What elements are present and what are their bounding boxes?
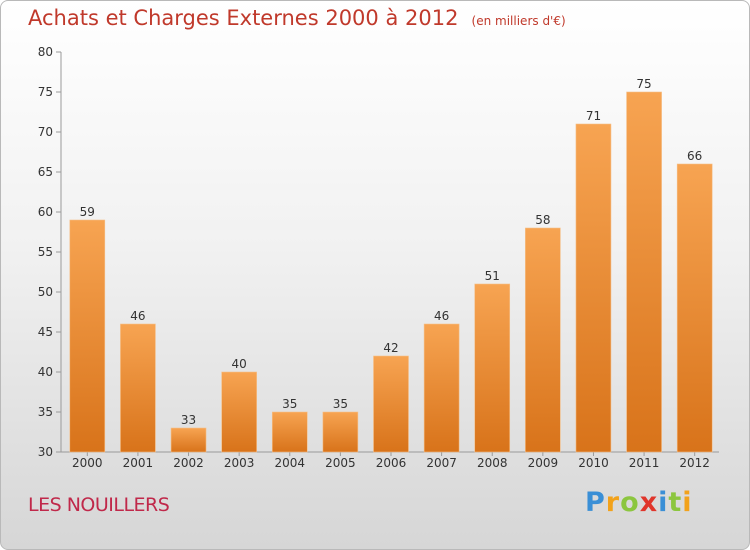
bar-2005 [322,411,359,453]
x-tick-label: 2006 [376,456,407,470]
y-tick-label: 70 [38,125,53,139]
y-tick-label: 55 [38,245,53,259]
bar-2003 [221,371,257,453]
chart-title: Achats et Charges Externes 2000 à 2012 [28,6,459,30]
data-label: 71 [586,109,601,123]
data-label: 42 [383,341,398,355]
brand-letter: i [658,487,669,518]
x-tick-label: 2000 [72,456,103,470]
x-tick-label: 2004 [274,456,305,470]
data-label: 66 [687,149,702,163]
y-tick-label: 40 [38,365,53,379]
bar-2011 [626,91,662,453]
data-label: 58 [535,213,550,227]
y-tick-label: 60 [38,205,53,219]
x-tick-label: 2003 [224,456,255,470]
bar-2000 [69,219,106,453]
y-tick-label: 75 [38,85,53,99]
data-label: 51 [485,269,500,283]
y-tick-label: 80 [38,45,53,59]
data-label: 46 [434,309,449,323]
brand-letter: o [620,487,640,518]
data-label: 46 [130,309,145,323]
x-tick-label: 2008 [477,456,508,470]
chart-subtitle: (en milliers d'€) [471,14,566,28]
data-label: 40 [232,357,247,371]
x-tick-label: 2001 [123,456,154,470]
bar-2010 [575,123,612,453]
x-tick-label: 2007 [426,456,457,470]
data-label: 35 [333,397,348,411]
bar-2009 [525,227,561,453]
x-tick-label: 2012 [679,456,710,470]
x-tick-label: 2002 [173,456,204,470]
title-row: Achats et Charges Externes 2000 à 2012 (… [28,6,566,30]
y-tick-label: 65 [38,165,53,179]
x-tick-label: 2005 [325,456,356,470]
y-tick-label: 35 [38,405,53,419]
y-tick-label: 45 [38,325,53,339]
brand-letter: P [585,487,606,518]
brand-letter: r [605,487,621,518]
data-label: 35 [282,397,297,411]
data-label: 33 [181,413,196,427]
x-tick-label: 2010 [578,456,609,470]
bar-2012 [676,163,713,453]
bar-2001 [120,323,156,453]
y-tick-label: 50 [38,285,53,299]
axes: 30 35 40 45 50 55 60 65 70 75 80 2000 2001 2002 2003 20… [38,45,719,470]
y-tick-label: 30 [38,445,53,459]
brand-letter: x [639,487,659,518]
location-name: LES NOUILLERS [28,494,170,516]
bar-2007 [423,323,460,453]
brand-letter: t [668,487,683,518]
x-tick-label: 2011 [629,456,660,470]
bars [69,91,713,453]
brand-letter: i [682,487,693,518]
data-labels: 59 46 33 40 35 35 42 46 51 58 71 75 66 [80,77,703,427]
bar-2008 [474,283,511,453]
bar-2006 [373,355,409,453]
data-label: 59 [80,205,95,219]
bar-2002 [170,427,207,453]
x-tick-label: 2009 [528,456,559,470]
bar-2004 [271,411,308,453]
brand-logo: Proxiti [585,487,693,518]
data-label: 75 [636,77,651,91]
